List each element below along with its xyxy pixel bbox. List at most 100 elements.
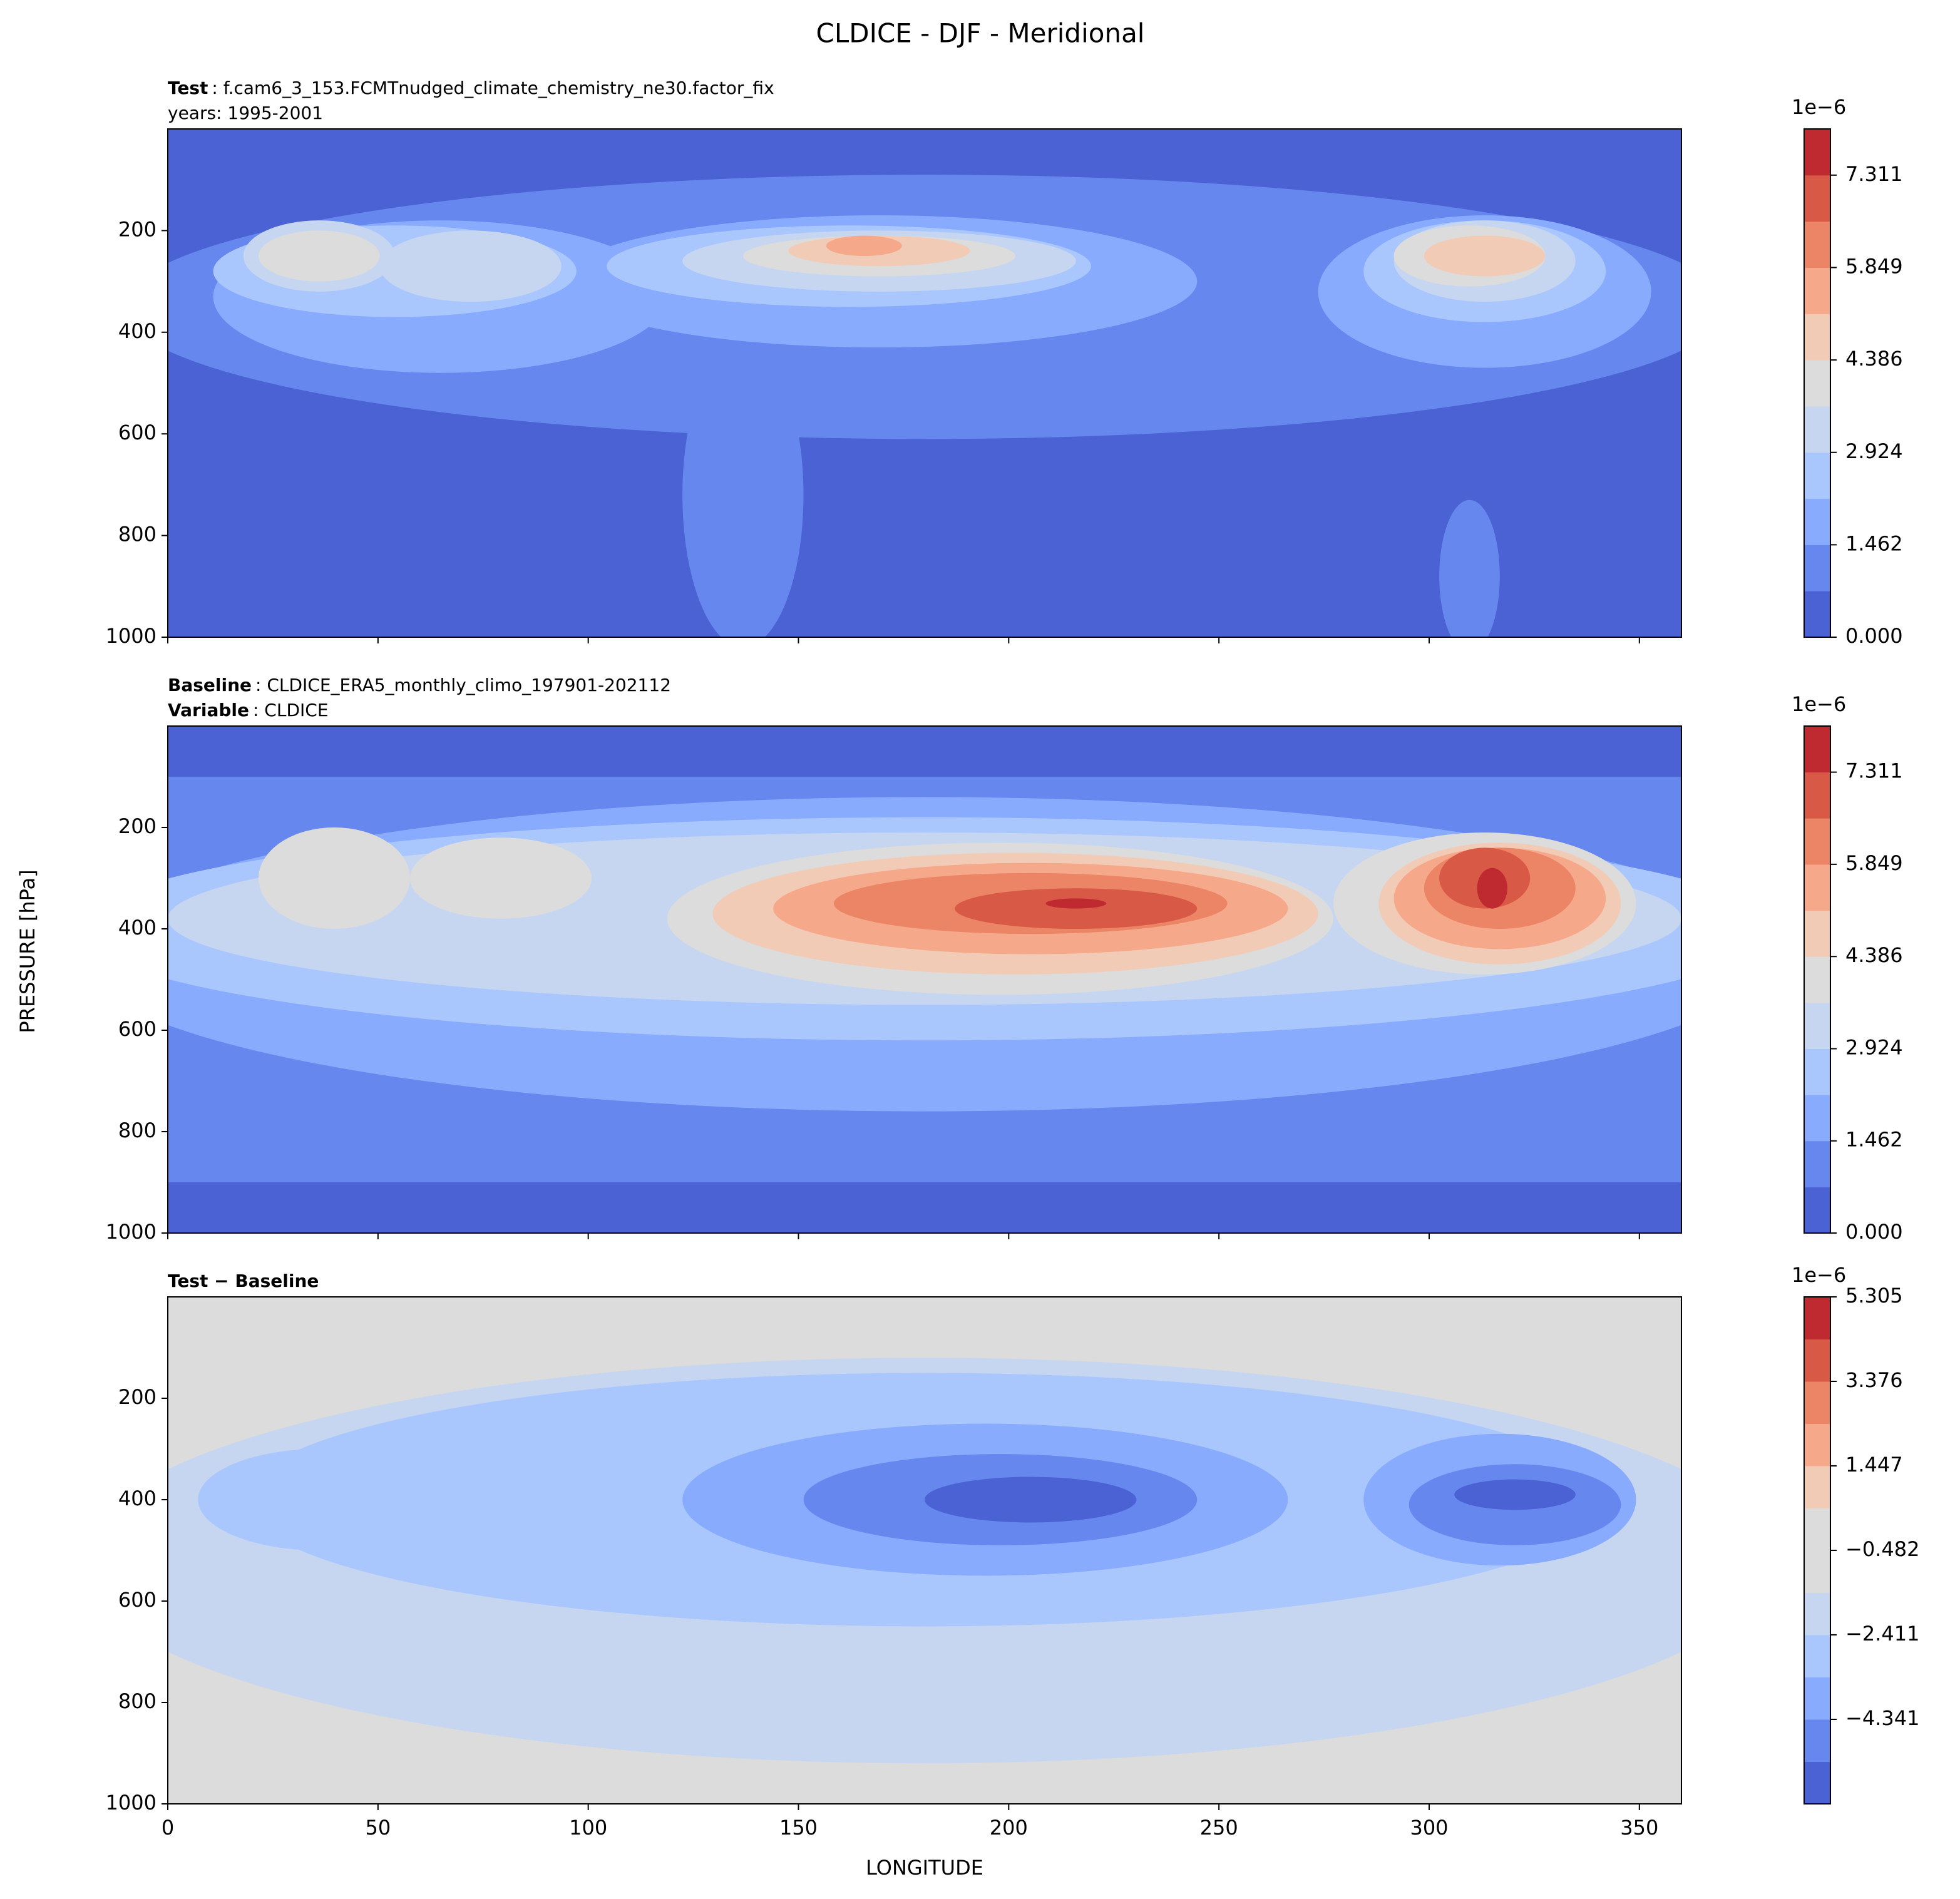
subtitle-label: Test − Baseline	[168, 1271, 319, 1291]
colorbar-swatch	[1804, 1002, 1830, 1049]
contour-fill	[379, 230, 562, 302]
colorbar-tick-label: −2.411	[1845, 1622, 1919, 1646]
x-tick-label: 250	[1200, 1816, 1238, 1840]
figure-title: CLDICE - DJF - Meridional	[816, 18, 1145, 49]
plot-frame	[167, 725, 1682, 1234]
colorbar-swatch	[1804, 910, 1830, 957]
subtitle-label: Baseline	[168, 675, 252, 695]
colorbar-swatch	[1804, 406, 1830, 453]
colorbar-swatch	[1804, 864, 1830, 911]
x-tick-label: 50	[365, 1816, 391, 1840]
contour-fill	[1045, 898, 1107, 909]
contour-fill	[198, 1449, 441, 1550]
colorbar-swatch	[1804, 1381, 1830, 1424]
y-tick-label: 600	[118, 1588, 156, 1612]
contour-fill	[1477, 868, 1507, 909]
contour-fill	[259, 230, 380, 282]
colorbar-frame	[1804, 725, 1831, 1234]
colorbar-swatch	[1804, 1423, 1830, 1466]
contour-fill	[1424, 235, 1546, 277]
colorbar-swatch	[1804, 498, 1830, 545]
colorbar-swatch	[1804, 545, 1830, 591]
contour-fill	[1454, 1479, 1576, 1510]
y-tick-label: 1000	[106, 1791, 156, 1815]
colorbar-swatch	[1804, 956, 1830, 1003]
subtitle-text: : CLDICE_ERA5_monthly_climo_197901-20211…	[255, 675, 671, 695]
colorbar-swatch	[1804, 1592, 1830, 1635]
contour-fill	[1439, 499, 1500, 637]
colorbar-swatch	[1804, 1761, 1830, 1804]
colorbar-swatch	[1804, 267, 1830, 314]
colorbar-swatch	[1804, 1677, 1830, 1720]
colorbar-swatch	[1804, 360, 1830, 407]
y-tick-label: 200	[118, 217, 156, 241]
subtitle-label: Variable	[168, 700, 249, 720]
y-tick-label: 400	[118, 916, 156, 939]
contour-fill	[259, 827, 410, 929]
colorbar-tick-label: 7.311	[1845, 162, 1903, 186]
colorbar-offset: 1e−6	[1792, 1263, 1846, 1287]
colorbar-swatch	[1804, 1187, 1830, 1234]
colorbar-tick-label: 7.311	[1845, 759, 1903, 783]
y-tick-label: 200	[118, 814, 156, 838]
x-tick-label: 0	[162, 1816, 174, 1840]
colorbar-swatch	[1804, 1550, 1830, 1593]
colorbar-swatch	[1804, 314, 1830, 361]
colorbar-offset: 1e−6	[1792, 692, 1846, 716]
y-tick-label: 800	[118, 1689, 156, 1713]
colorbar-swatch	[1804, 772, 1830, 819]
colorbar-tick-label: 5.305	[1845, 1284, 1903, 1308]
colorbar-swatch	[1804, 1508, 1830, 1551]
contour-fill	[925, 1477, 1137, 1523]
colorbar-swatch	[1804, 591, 1830, 638]
colorbar-tick-label: 3.376	[1845, 1368, 1903, 1392]
colorbar-tick-label: −4.341	[1845, 1706, 1919, 1730]
subtitle-text: years: 1995-2001	[168, 103, 323, 123]
subtitle-label: Test	[168, 78, 208, 98]
x-axis-label: LONGITUDE	[866, 1856, 983, 1880]
contour-field	[168, 1297, 1681, 1804]
contour-fill	[409, 837, 592, 919]
contour-fill	[682, 342, 804, 637]
subtitle: Baseline: CLDICE_ERA5_monthly_climo_1979…	[168, 675, 671, 695]
colorbar-swatch	[1804, 1140, 1830, 1187]
colorbar-swatch	[1804, 129, 1830, 176]
colorbar-swatch	[1804, 1635, 1830, 1677]
colorbar-frame	[1804, 128, 1831, 638]
colorbar-tick-label: 4.386	[1845, 347, 1903, 371]
colorbar-tick-label: 1.462	[1845, 531, 1903, 555]
colorbar-tick-label: 2.924	[1845, 439, 1903, 463]
colorbar-tick-label: 5.849	[1845, 851, 1903, 875]
contour-field	[168, 129, 1681, 637]
y-tick-label: 200	[118, 1385, 156, 1409]
y-tick-label: 800	[118, 1118, 156, 1142]
colorbar-swatch	[1804, 726, 1830, 773]
colorbar-tick-label: 2.924	[1845, 1035, 1903, 1059]
colorbar-tick-label: 1.447	[1845, 1453, 1903, 1477]
x-tick-label: 300	[1410, 1816, 1448, 1840]
colorbar-swatch	[1804, 818, 1830, 865]
colorbar-tick-label: −0.482	[1845, 1537, 1919, 1561]
y-axis-label: PRESSURE [hPa]	[16, 869, 39, 1033]
y-tick-label: 1000	[106, 624, 156, 648]
contour-field	[168, 726, 1681, 1233]
subtitle-text: : f.cam6_3_153.FCMTnudged_climate_chemis…	[212, 78, 774, 98]
contour-fill	[826, 235, 902, 257]
plot-frame	[167, 128, 1682, 638]
subtitle: Test − Baseline	[168, 1271, 319, 1291]
x-tick-label: 100	[569, 1816, 607, 1840]
colorbar-swatch	[1804, 1095, 1830, 1142]
colorbar-tick-label: 5.849	[1845, 254, 1903, 278]
colorbar-tick-label: 4.386	[1845, 943, 1903, 967]
subtitle: years: 1995-2001	[168, 103, 323, 123]
colorbar-swatch	[1804, 452, 1830, 499]
colorbar-swatch	[1804, 1719, 1830, 1762]
colorbar-offset: 1e−6	[1792, 95, 1846, 119]
y-tick-label: 1000	[106, 1220, 156, 1244]
y-tick-label: 600	[118, 1017, 156, 1041]
subtitle: Test: f.cam6_3_153.FCMTnudged_climate_ch…	[168, 78, 774, 98]
y-tick-label: 400	[118, 319, 156, 343]
contour-fill	[168, 1182, 1681, 1233]
subtitle: Variable: CLDICE	[168, 700, 329, 720]
